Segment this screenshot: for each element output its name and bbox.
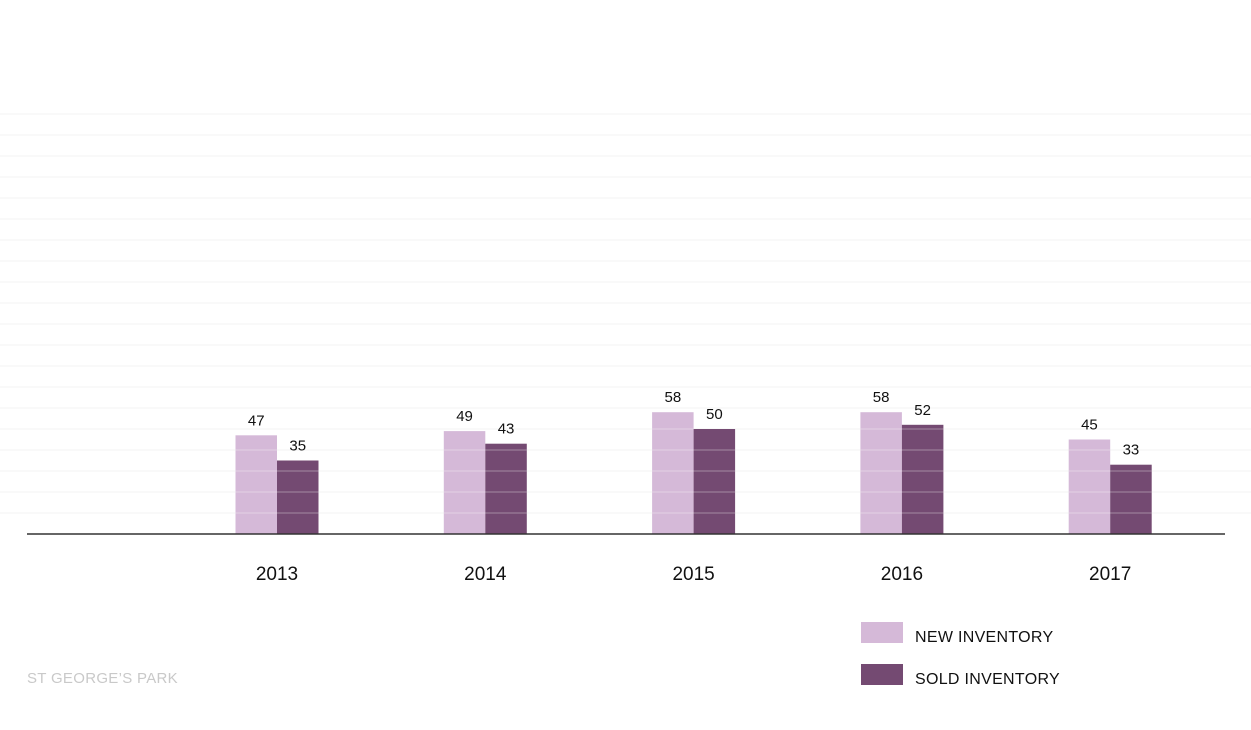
data-label-sold-2016: 52 [914,402,931,419]
legend-swatch-sold [861,664,903,685]
bar-sold-2015 [693,429,736,534]
data-label-sold-2017: 33 [1123,442,1140,459]
bar-sold-2014 [485,443,527,534]
bar-sold-2017 [1110,464,1152,534]
brand-caption: ST GEORGE’S PARK [27,670,178,687]
data-label-sold-2013: 35 [289,438,306,455]
bar-new-2015 [652,412,694,534]
data-label-new-2017: 45 [1081,417,1098,434]
data-label-sold-2014: 43 [498,421,515,438]
bar-new-2016 [860,412,902,534]
bar-sold-2013 [277,460,319,534]
x-axis-tick-labels: 2013 2014 2015 2016 2017 [256,564,1131,585]
bar-new-2014 [443,431,486,534]
bar-new-2013 [235,435,277,534]
bar-new-2017 [1068,439,1111,534]
legend-label-new: NEW INVENTORY [915,629,1053,646]
bars [235,412,1152,534]
x-tick-label-2016: 2016 [881,564,923,585]
legend: NEW INVENTORY SOLD INVENTORY [861,622,1060,688]
legend-label-sold: SOLD INVENTORY [915,671,1060,688]
data-label-sold-2015: 50 [706,406,723,423]
x-tick-label-2013: 2013 [256,564,298,585]
gridlines [0,113,1251,514]
data-labels: 47 35 49 43 58 50 58 52 45 33 [248,389,1139,459]
x-tick-label-2014: 2014 [464,564,507,585]
x-tick-label-2017: 2017 [1089,564,1131,585]
data-label-new-2013: 47 [248,412,265,429]
bar-sold-2016 [901,424,944,534]
data-label-new-2014: 49 [456,408,473,425]
legend-swatch-new [861,622,903,643]
data-label-new-2016: 58 [873,389,890,406]
x-tick-label-2015: 2015 [672,564,714,585]
data-label-new-2015: 58 [665,389,682,406]
bar-gridline-overlay [235,428,1152,514]
